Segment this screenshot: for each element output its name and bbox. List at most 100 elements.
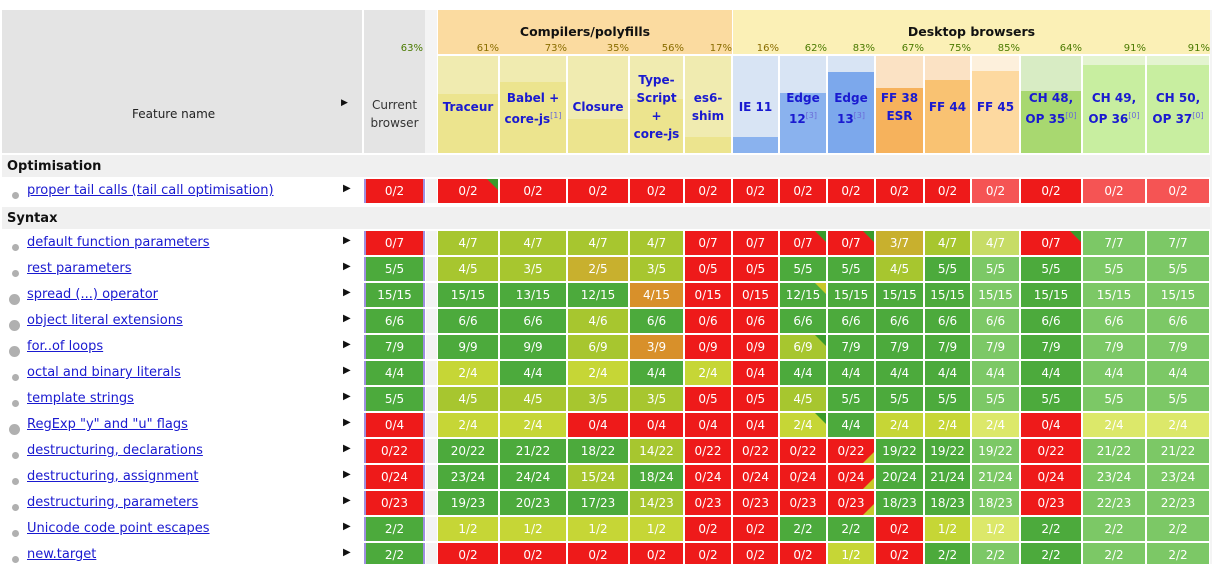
feature-link[interactable]: for..of loops <box>27 339 104 354</box>
row-expand-arrow-icon[interactable]: ▶ <box>343 313 351 324</box>
support-cell-ff45: 5/5 <box>972 387 1019 411</box>
expand-bullet-icon[interactable] <box>12 191 19 199</box>
col-label-edge13: Edge 13[3] <box>834 91 868 126</box>
feature-link[interactable]: destructuring, parameters <box>27 495 199 510</box>
support-cell-babel: 1/2 <box>500 517 566 541</box>
support-cell-ff45: 4/4 <box>972 361 1019 385</box>
feature-link[interactable]: Unicode code point escapes <box>27 521 210 536</box>
support-cell-ff44: 6/6 <box>925 309 970 333</box>
expand-bullet-icon[interactable] <box>12 243 19 251</box>
feature-link[interactable]: template strings <box>27 391 134 406</box>
expand-bullet-icon[interactable] <box>9 345 20 357</box>
support-cell-ff38: 18/23 <box>876 491 923 515</box>
support-cell-babel: 4/4 <box>500 361 566 385</box>
row-expand-arrow-icon[interactable]: ▶ <box>343 261 351 272</box>
feature-link[interactable]: destructuring, assignment <box>27 469 199 484</box>
row-expand-arrow-icon[interactable]: ▶ <box>343 287 351 298</box>
feature-row: template strings ▶ <box>2 387 362 411</box>
col-header-edge13[interactable]: Edge 13[3] <box>828 56 874 153</box>
header-gap <box>425 10 437 153</box>
feature-row: destructuring, parameters ▶ <box>2 491 362 515</box>
expand-bullet-icon[interactable] <box>12 451 19 459</box>
row-expand-arrow-icon[interactable]: ▶ <box>343 521 351 532</box>
expand-bullet-icon[interactable] <box>9 319 20 331</box>
support-cell-ch50: 7/9 <box>1147 335 1209 359</box>
support-cell-closure: 2/5 <box>568 257 628 281</box>
current-browser-header[interactable]: Current browser 63% <box>364 10 425 153</box>
col-score-bar <box>500 82 566 153</box>
feature-link[interactable]: object literal extensions <box>27 313 183 328</box>
support-cell-ie11: 0/23 <box>733 491 778 515</box>
row-expand-arrow-icon[interactable]: ▶ <box>343 183 351 194</box>
support-cell-ff45: 19/22 <box>972 439 1019 463</box>
support-cell-ch49: 5/5 <box>1083 257 1145 281</box>
feature-link[interactable]: octal and binary literals <box>27 365 181 380</box>
support-cell-typescript: 14/22 <box>630 439 683 463</box>
support-cell-ch48: 6/6 <box>1021 309 1081 333</box>
scrollbar-track[interactable] <box>1210 10 1212 564</box>
col-header-ie11[interactable]: IE 11 <box>733 56 778 153</box>
support-cell-babel: 24/24 <box>500 465 566 489</box>
feature-link[interactable]: rest parameters <box>27 261 132 276</box>
row-expand-arrow-icon[interactable]: ▶ <box>343 469 351 480</box>
gap-cell <box>426 257 437 281</box>
expand-bullet-icon[interactable] <box>12 555 19 563</box>
col-header-closure[interactable]: Closure <box>568 56 628 153</box>
support-cell-ff44: 2/2 <box>925 543 970 564</box>
feature-link[interactable]: new.target <box>27 547 97 562</box>
col-pct-ie11: 16% <box>756 43 779 54</box>
row-expand-arrow-icon[interactable]: ▶ <box>343 365 351 376</box>
row-expand-arrow-icon[interactable]: ▶ <box>343 339 351 350</box>
feature-name-header[interactable]: Feature name ▶ <box>2 10 362 153</box>
gap-cell <box>426 231 437 255</box>
support-cell-edge12: 12/15 <box>780 283 826 307</box>
support-cell-ch50: 6/6 <box>1147 309 1209 333</box>
col-pct-edge13: 83% <box>852 43 875 54</box>
feature-link[interactable]: proper tail calls (tail call optimisatio… <box>27 183 274 198</box>
expand-bullet-icon[interactable] <box>12 269 19 277</box>
support-cell-traceur: 15/15 <box>438 283 498 307</box>
current-browser-cell: 0/4 <box>364 413 425 437</box>
row-expand-arrow-icon[interactable]: ▶ <box>343 495 351 506</box>
feature-link[interactable]: RegExp "y" and "u" flags <box>27 417 188 432</box>
col-header-typescript[interactable]: Type- Script + core-js <box>630 56 683 153</box>
col-header-ch50[interactable]: CH 50, OP 37[0] <box>1147 56 1209 153</box>
support-cell-ff44: 5/5 <box>925 257 970 281</box>
row-expand-arrow-icon[interactable]: ▶ <box>343 547 351 558</box>
row-expand-arrow-icon[interactable]: ▶ <box>343 443 351 454</box>
feature-row: Unicode code point escapes ▶ <box>2 517 362 541</box>
col-header-ff38[interactable]: FF 38 ESR <box>876 56 923 153</box>
support-cell-ch48: 0/2 <box>1021 179 1081 203</box>
support-cell-ff44: 15/15 <box>925 283 970 307</box>
col-header-ff44[interactable]: FF 44 <box>925 56 970 153</box>
expand-bullet-icon[interactable] <box>12 529 19 537</box>
expand-bullet-icon[interactable] <box>12 373 19 381</box>
expand-bullet-icon[interactable] <box>12 477 19 485</box>
row-expand-arrow-icon[interactable]: ▶ <box>343 235 351 246</box>
feature-link[interactable]: default function parameters <box>27 235 210 250</box>
col-label-ch49: CH 49, OP 36[0] <box>1088 91 1140 126</box>
expand-bullet-icon[interactable] <box>9 423 20 435</box>
col-header-edge12[interactable]: Edge 12[3] <box>780 56 826 153</box>
expand-bullet-icon[interactable] <box>12 399 19 407</box>
support-cell-ie11: 0/9 <box>733 335 778 359</box>
row-expand-arrow-icon[interactable]: ▶ <box>343 391 351 402</box>
row-expand-arrow-icon[interactable]: ▶ <box>343 417 351 428</box>
support-cell-es6shim: 0/2 <box>685 179 731 203</box>
feature-link[interactable]: spread (...) operator <box>27 287 159 302</box>
support-cell-ff45: 5/5 <box>972 257 1019 281</box>
col-header-ff45[interactable]: FF 45 <box>972 56 1019 153</box>
support-cell-ie11: 0/24 <box>733 465 778 489</box>
feature-link[interactable]: destructuring, declarations <box>27 443 203 458</box>
feature-row: RegExp "y" and "u" flags ▶ <box>2 413 362 437</box>
col-header-traceur[interactable]: Traceur <box>438 56 498 153</box>
sort-arrow-icon[interactable]: ▶ <box>341 98 348 108</box>
expand-bullet-icon[interactable] <box>12 503 19 511</box>
col-header-ch48[interactable]: CH 48, OP 35[0] <box>1021 56 1081 153</box>
col-header-babel[interactable]: Babel + core-js[1] <box>500 56 566 153</box>
support-cell-ff44: 1/2 <box>925 517 970 541</box>
col-header-ch49[interactable]: CH 49, OP 36[0] <box>1083 56 1145 153</box>
col-header-es6shim[interactable]: es6- shim <box>685 56 731 153</box>
support-cell-ff38: 19/22 <box>876 439 923 463</box>
expand-bullet-icon[interactable] <box>9 293 20 305</box>
